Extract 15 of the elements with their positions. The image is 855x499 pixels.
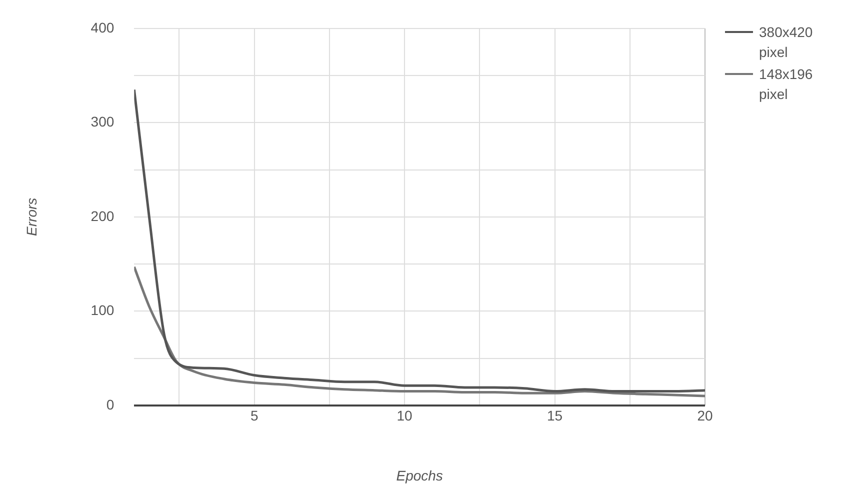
legend-label: 380x420 pixel [759, 23, 814, 62]
y-axis-title: Errors [23, 198, 40, 236]
x-tick-label: 5 [250, 408, 258, 424]
y-tick-label: 200 [90, 208, 114, 224]
y-tick-label: 100 [90, 302, 114, 318]
line-series [134, 88, 705, 393]
y-tick-label: 0 [106, 396, 114, 412]
x-axis-title: Epochs [396, 467, 443, 484]
legend-label: 148x196 pixel [759, 65, 814, 104]
line-series [134, 266, 705, 398]
x-tick-label: 10 [396, 408, 413, 424]
y-tick-label: 400 [90, 19, 114, 36]
y-tick-label: 300 [90, 114, 114, 130]
x-tick-label: 20 [697, 408, 713, 424]
x-tick-label: 15 [546, 408, 563, 424]
